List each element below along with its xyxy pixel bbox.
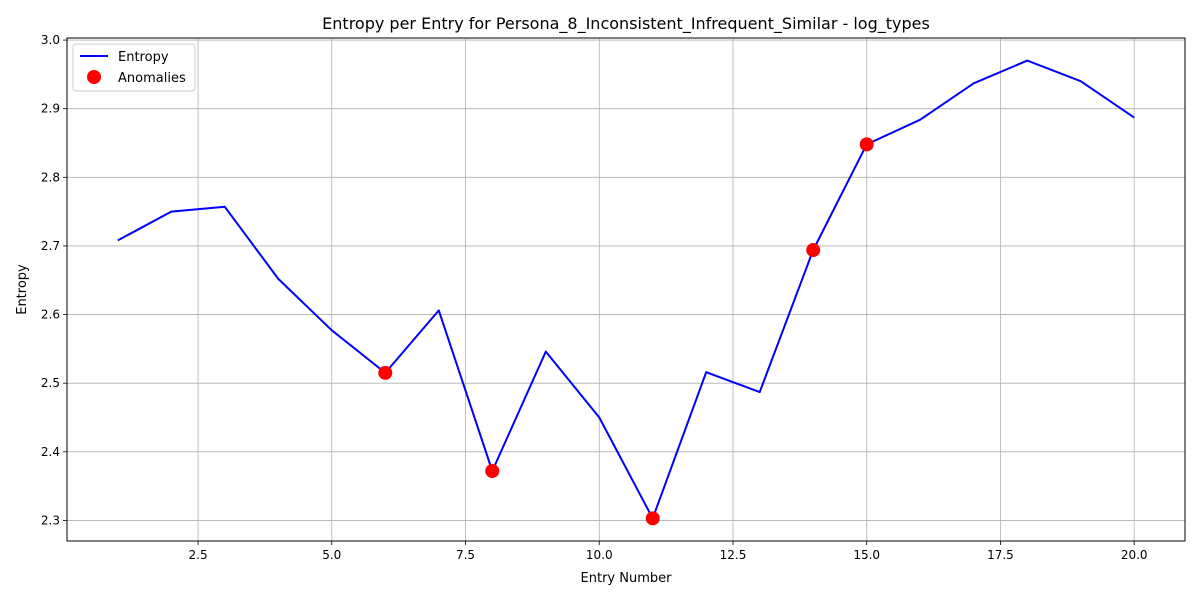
legend-anomalies-label: Anomalies: [118, 71, 186, 86]
legend: Entropy Anomalies: [72, 43, 196, 92]
anomaly-marker: [378, 365, 393, 380]
x-tick-label: 12.5: [720, 548, 747, 562]
y-tick-label: 2.6: [41, 308, 60, 322]
chart-title: Entropy per Entry for Persona_8_Inconsis…: [322, 14, 930, 34]
x-tick-label: 2.5: [189, 548, 208, 562]
anomaly-marker: [485, 464, 500, 479]
grid: [67, 38, 1185, 541]
x-tick-label: 20.0: [1121, 548, 1148, 562]
anomaly-marker: [806, 243, 821, 258]
y-tick-label: 3.0: [41, 33, 60, 47]
legend-entropy-label: Entropy: [118, 50, 169, 65]
x-tick-label: 17.5: [987, 548, 1014, 562]
x-tick-label: 5.0: [322, 548, 341, 562]
y-tick-label: 2.4: [41, 445, 60, 459]
axis-ticks: 2.5 5.0 7.5 10.0 12.5 15.0 17.5 20.0 2.3 2.4 2.5 2.…: [41, 33, 1148, 562]
x-tick-label: 7.5: [456, 548, 475, 562]
y-tick-label: 2.3: [41, 513, 60, 527]
y-tick-label: 2.8: [41, 170, 60, 184]
y-axis-label: Entropy: [15, 264, 30, 315]
plot-frame: [66, 37, 1186, 542]
y-tick-label: 2.7: [41, 239, 60, 253]
entropy-line: [117, 59, 1135, 520]
y-tick-label: 2.5: [41, 376, 60, 390]
legend-anomalies-marker-swatch: [87, 70, 101, 84]
plot-series: [117, 59, 1135, 526]
x-tick-label: 10.0: [586, 548, 613, 562]
x-axis-label: Entry Number: [581, 571, 673, 586]
anomaly-marker: [645, 511, 660, 526]
anomaly-marker: [859, 137, 874, 152]
x-tick-label: 15.0: [853, 548, 880, 562]
y-tick-label: 2.9: [41, 102, 60, 116]
